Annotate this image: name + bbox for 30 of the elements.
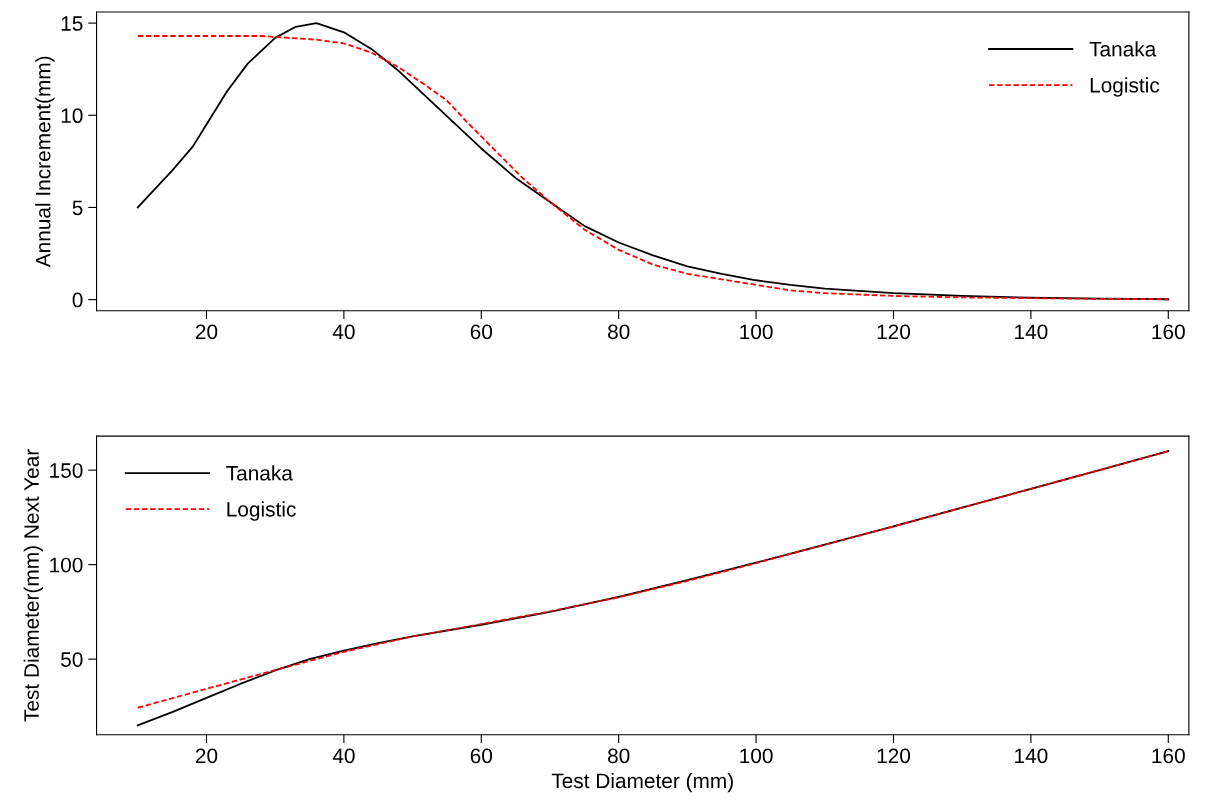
x-tick-label: 60 <box>470 748 493 764</box>
y-tick-label: 50 <box>61 652 83 667</box>
x-axis-title: Test Diameter (mm) <box>551 772 733 793</box>
x-tick-label: 20 <box>195 748 218 764</box>
x-tick-label: 40 <box>332 324 355 340</box>
x-tick-label: 140 <box>1015 324 1048 340</box>
x-tick-label: 100 <box>740 748 773 764</box>
y-tick-label: 15 <box>61 16 83 31</box>
y-tick-label: 0 <box>72 292 83 308</box>
x-tick-label: 140 <box>1015 748 1048 764</box>
x-tick-label: 20 <box>195 324 218 340</box>
y-tick-label: 10 <box>61 108 83 124</box>
legend-label: Tanaka <box>226 465 293 481</box>
y-tick-label: 5 <box>72 200 83 216</box>
x-tick-label: 160 <box>1152 324 1185 340</box>
y-tick-label: 150 <box>50 463 83 478</box>
y-axis-title: Annual Increment(mm) <box>35 56 55 268</box>
x-tick-label: 100 <box>740 324 773 340</box>
x-tick-label: 160 <box>1152 748 1185 764</box>
x-tick-label: 80 <box>608 748 630 764</box>
x-tick-label: 40 <box>332 748 355 764</box>
x-tick-label: 80 <box>608 324 630 340</box>
legend-label: Tanaka <box>1089 41 1157 57</box>
y-axis-title: Test Diameter(mm) Next Year <box>23 449 44 722</box>
x-tick-label: 120 <box>877 748 911 764</box>
y-tick-label: 100 <box>50 557 83 573</box>
x-tick-label: 60 <box>470 324 493 340</box>
x-tick-label: 120 <box>877 324 911 340</box>
legend-label: Logistic <box>1090 77 1160 97</box>
legend-label: Logistic <box>227 501 296 521</box>
